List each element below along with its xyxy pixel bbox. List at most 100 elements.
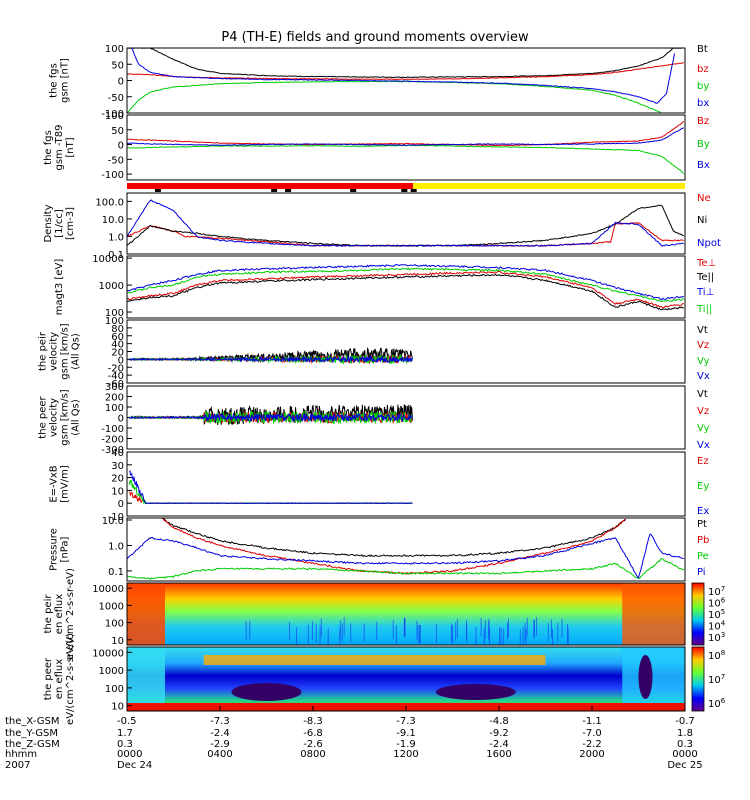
heatmap-streak (419, 624, 421, 644)
heatmap-streak (315, 623, 317, 643)
footer-value: 0000 (117, 749, 142, 760)
panel-traces (127, 518, 685, 581)
panel-traces (127, 48, 684, 113)
heatmap-streak (376, 622, 378, 641)
y-tick-label: 50 (111, 60, 124, 71)
legend-bz: Bz (697, 116, 709, 127)
panel-frame (126, 114, 686, 181)
legend-pt: Pt (697, 519, 707, 530)
y-tick-label: 100 (105, 308, 124, 319)
panel-traces (127, 583, 685, 645)
series-ne-line (127, 222, 684, 247)
panel-traces (128, 404, 413, 426)
footer-value: -7.3 (396, 716, 416, 727)
heatmap-streak (507, 618, 509, 638)
heatmap-blob (638, 655, 653, 699)
heatmap-streak (339, 620, 341, 639)
panel-frame (126, 582, 686, 646)
footer-row-label: the_Y-GSM (5, 728, 58, 739)
series-ez-line (129, 491, 413, 505)
heatmap-streak (343, 617, 345, 636)
heatmap-streak (296, 627, 298, 645)
y-tick-label: 10 (111, 636, 124, 647)
footer-value: -4.8 (489, 716, 509, 727)
panel-frame (126, 47, 686, 114)
y-tick-label: -100 (101, 170, 124, 181)
panel-5: the peir velocity gsm [km/s] (All Qs) 100806… (38, 316, 710, 390)
series-ex-line (128, 470, 413, 505)
y-tick-label: -100 (101, 424, 124, 435)
footer-value: -7.3 (210, 716, 230, 727)
y-tick-label: 0.1 (108, 250, 124, 261)
y-tick-label: 0 (118, 77, 124, 88)
colorbar-tick-exponent: 5 (721, 608, 725, 616)
heatmap-streak (363, 623, 365, 643)
series-vx-line (128, 412, 413, 423)
footer-value: -1.9 (396, 739, 416, 750)
panel-8: Pressure [nPa] 10.0 1.0 0.1 Pt Pb Pe Pi (49, 516, 709, 582)
y-tick-label: 100 (105, 111, 124, 122)
y-tick-label: 20 (111, 348, 124, 359)
heatmap-streak (311, 621, 313, 640)
heatmap-streak (488, 618, 490, 638)
heatmap-streak (524, 622, 526, 642)
series-bx-line (131, 48, 675, 104)
y-tick-label: -50 (108, 93, 124, 104)
series-te⊥-line (127, 270, 684, 309)
y-tick-label: 0.1 (108, 567, 124, 578)
heatmap-streak (483, 628, 485, 645)
series-bz-line (127, 121, 685, 147)
legend-te||: Te|| (696, 272, 714, 283)
colorbar-tick-exponent: 8 (721, 649, 725, 657)
status-bar-tick (401, 189, 408, 192)
panel-traces (128, 346, 413, 366)
heatmap-streak (417, 624, 419, 644)
footer-value: -2.6 (303, 739, 323, 750)
footer-value: Dec 25 (667, 760, 702, 771)
heatmap-streak (567, 627, 569, 645)
footer-value: Dec 24 (117, 760, 152, 771)
series-by-line (127, 80, 661, 113)
footer-value: 2000 (579, 749, 604, 760)
panel-traces (127, 121, 685, 174)
colorbar-tick-exponent: 3 (721, 631, 725, 639)
y-tick-label: -50 (108, 155, 124, 166)
panel-frame (126, 451, 686, 517)
series-ey-line (128, 479, 413, 505)
panel-6: the peer velocity gsm [km/s] (All Qs) 300200… (38, 382, 710, 456)
panel-frame (126, 517, 686, 582)
footer-value: -9.1 (396, 728, 416, 739)
panel-traces (127, 264, 684, 311)
status-bar-yellow (412, 183, 685, 189)
heatmap-streak (536, 617, 538, 636)
y-tick-label: -40 (108, 371, 124, 382)
y-tick-label: -100 (101, 109, 124, 120)
panel-ylabel: [nPa] (60, 536, 71, 562)
heatmap-left-edge (127, 647, 165, 711)
footer-row-label: hhmm (5, 749, 37, 760)
heatmap-streak (419, 624, 421, 644)
heatmap-streak (320, 618, 322, 637)
series-vx-line (128, 354, 413, 364)
footer-row-label: 2007 (5, 760, 30, 771)
y-tick-label: 50 (111, 126, 124, 137)
panel-4: magt3 [eV] 10000 1000 100 Te⊥ Te|| Ti⊥ Ti|| (54, 254, 716, 319)
panel-ylabel: eV/(cm^2-s-sr-eV) (65, 568, 76, 660)
legend-ne: Ne (697, 193, 711, 204)
status-bar-tick (285, 189, 292, 192)
colorbar-tick-label: 107 (708, 673, 725, 686)
colorbar-tick-exponent: 4 (721, 620, 726, 628)
panel-ylabel: en eflux (54, 594, 65, 634)
heatmap-streak (395, 625, 397, 644)
footer-value: 0.3 (677, 739, 693, 750)
y-tick-label: 300 (105, 382, 124, 393)
series-pb-line (161, 518, 626, 575)
y-tick-label: -300 (101, 445, 124, 456)
heatmap-streak (307, 624, 309, 644)
y-tick-label: 40 (111, 340, 124, 351)
legend-ey: Ey (697, 481, 709, 492)
y-tick-label: -60 (108, 379, 124, 390)
colorbar-tick-label: 106 (708, 697, 726, 710)
y-tick-label: 0 (118, 414, 124, 425)
